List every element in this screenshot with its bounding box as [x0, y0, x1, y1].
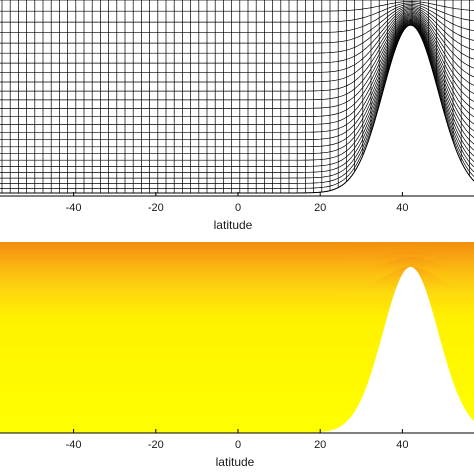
mesh-horizontal-line: [0, 20, 474, 161]
mesh-horizontal-line: [0, 18, 474, 148]
bottom-x-ticks: -40 -20 0 20 40: [66, 429, 409, 451]
heatmap-contour-band: [0, 242, 474, 274]
heatmap-contours: [0, 242, 474, 294]
mesh-horizontal-line: [0, 13, 474, 109]
mesh-horizontal-line: [0, 15, 474, 125]
mesh-horizontal-line: [0, 1, 474, 12]
mesh-horizontal-lines: [0, 0, 474, 194]
bottom-tick-label: 0: [235, 439, 241, 451]
heatmap-contour-band: [0, 242, 474, 254]
mesh-horizontal-line: [0, 2, 474, 23]
bottom-tick-label: -40: [66, 439, 82, 451]
mesh-panel: -40 -20 0 20 40 latitude: [0, 0, 474, 232]
top-tick-label: -40: [66, 202, 82, 214]
bottom-tick-label: 20: [314, 439, 326, 451]
mesh-vertical-lines: [1, 0, 470, 193]
mesh-horizontal-line: [0, 3, 474, 34]
mesh-horizontal-line: [0, 21, 474, 167]
mesh-horizontal-line: [0, 9, 474, 74]
mesh-horizontal-line: [0, 12, 474, 101]
heatmap-contour-band: [0, 242, 474, 248]
top-x-ticks: -40 -20 0 20 40: [66, 192, 409, 214]
top-tick-label: -20: [148, 202, 164, 214]
top-tick-label: 20: [314, 202, 326, 214]
top-tick-label: 0: [235, 202, 241, 214]
mesh-horizontal-line: [0, 16, 474, 133]
mesh-horizontal-line: [0, 19, 474, 155]
mesh-horizontal-line: [0, 23, 474, 184]
bottom-tick-label: -20: [148, 439, 164, 451]
heatmap-contour-band: [0, 242, 474, 294]
mesh-horizontal-line: [0, 17, 474, 141]
mesh-horizontal-line: [0, 10, 474, 83]
top-x-axis-label: latitude: [214, 218, 253, 232]
topography-mask: [0, 266, 474, 434]
heatmap-contour-band: [0, 242, 474, 262]
mesh-horizontal-line: [0, 24, 474, 189]
mesh-horizontal-line: [0, 14, 474, 118]
mesh-horizontal-line: [0, 24, 474, 194]
mesh-horizontal-line: [0, 5, 474, 44]
heatmap-panel: -40 -20 0 20 40 latitude: [0, 242, 474, 469]
mesh-bottom-boundary: [0, 24, 474, 194]
mesh-horizontal-line: [0, 22, 474, 173]
bottom-tick-label: 40: [396, 439, 408, 451]
mesh-horizontal-line: [0, 7, 474, 64]
bottom-x-axis-label: latitude: [216, 455, 255, 469]
mesh-horizontal-line: [0, 22, 474, 179]
mesh-horizontal-line: [0, 11, 474, 92]
top-tick-label: 40: [396, 202, 408, 214]
mesh-horizontal-line: [0, 6, 474, 54]
